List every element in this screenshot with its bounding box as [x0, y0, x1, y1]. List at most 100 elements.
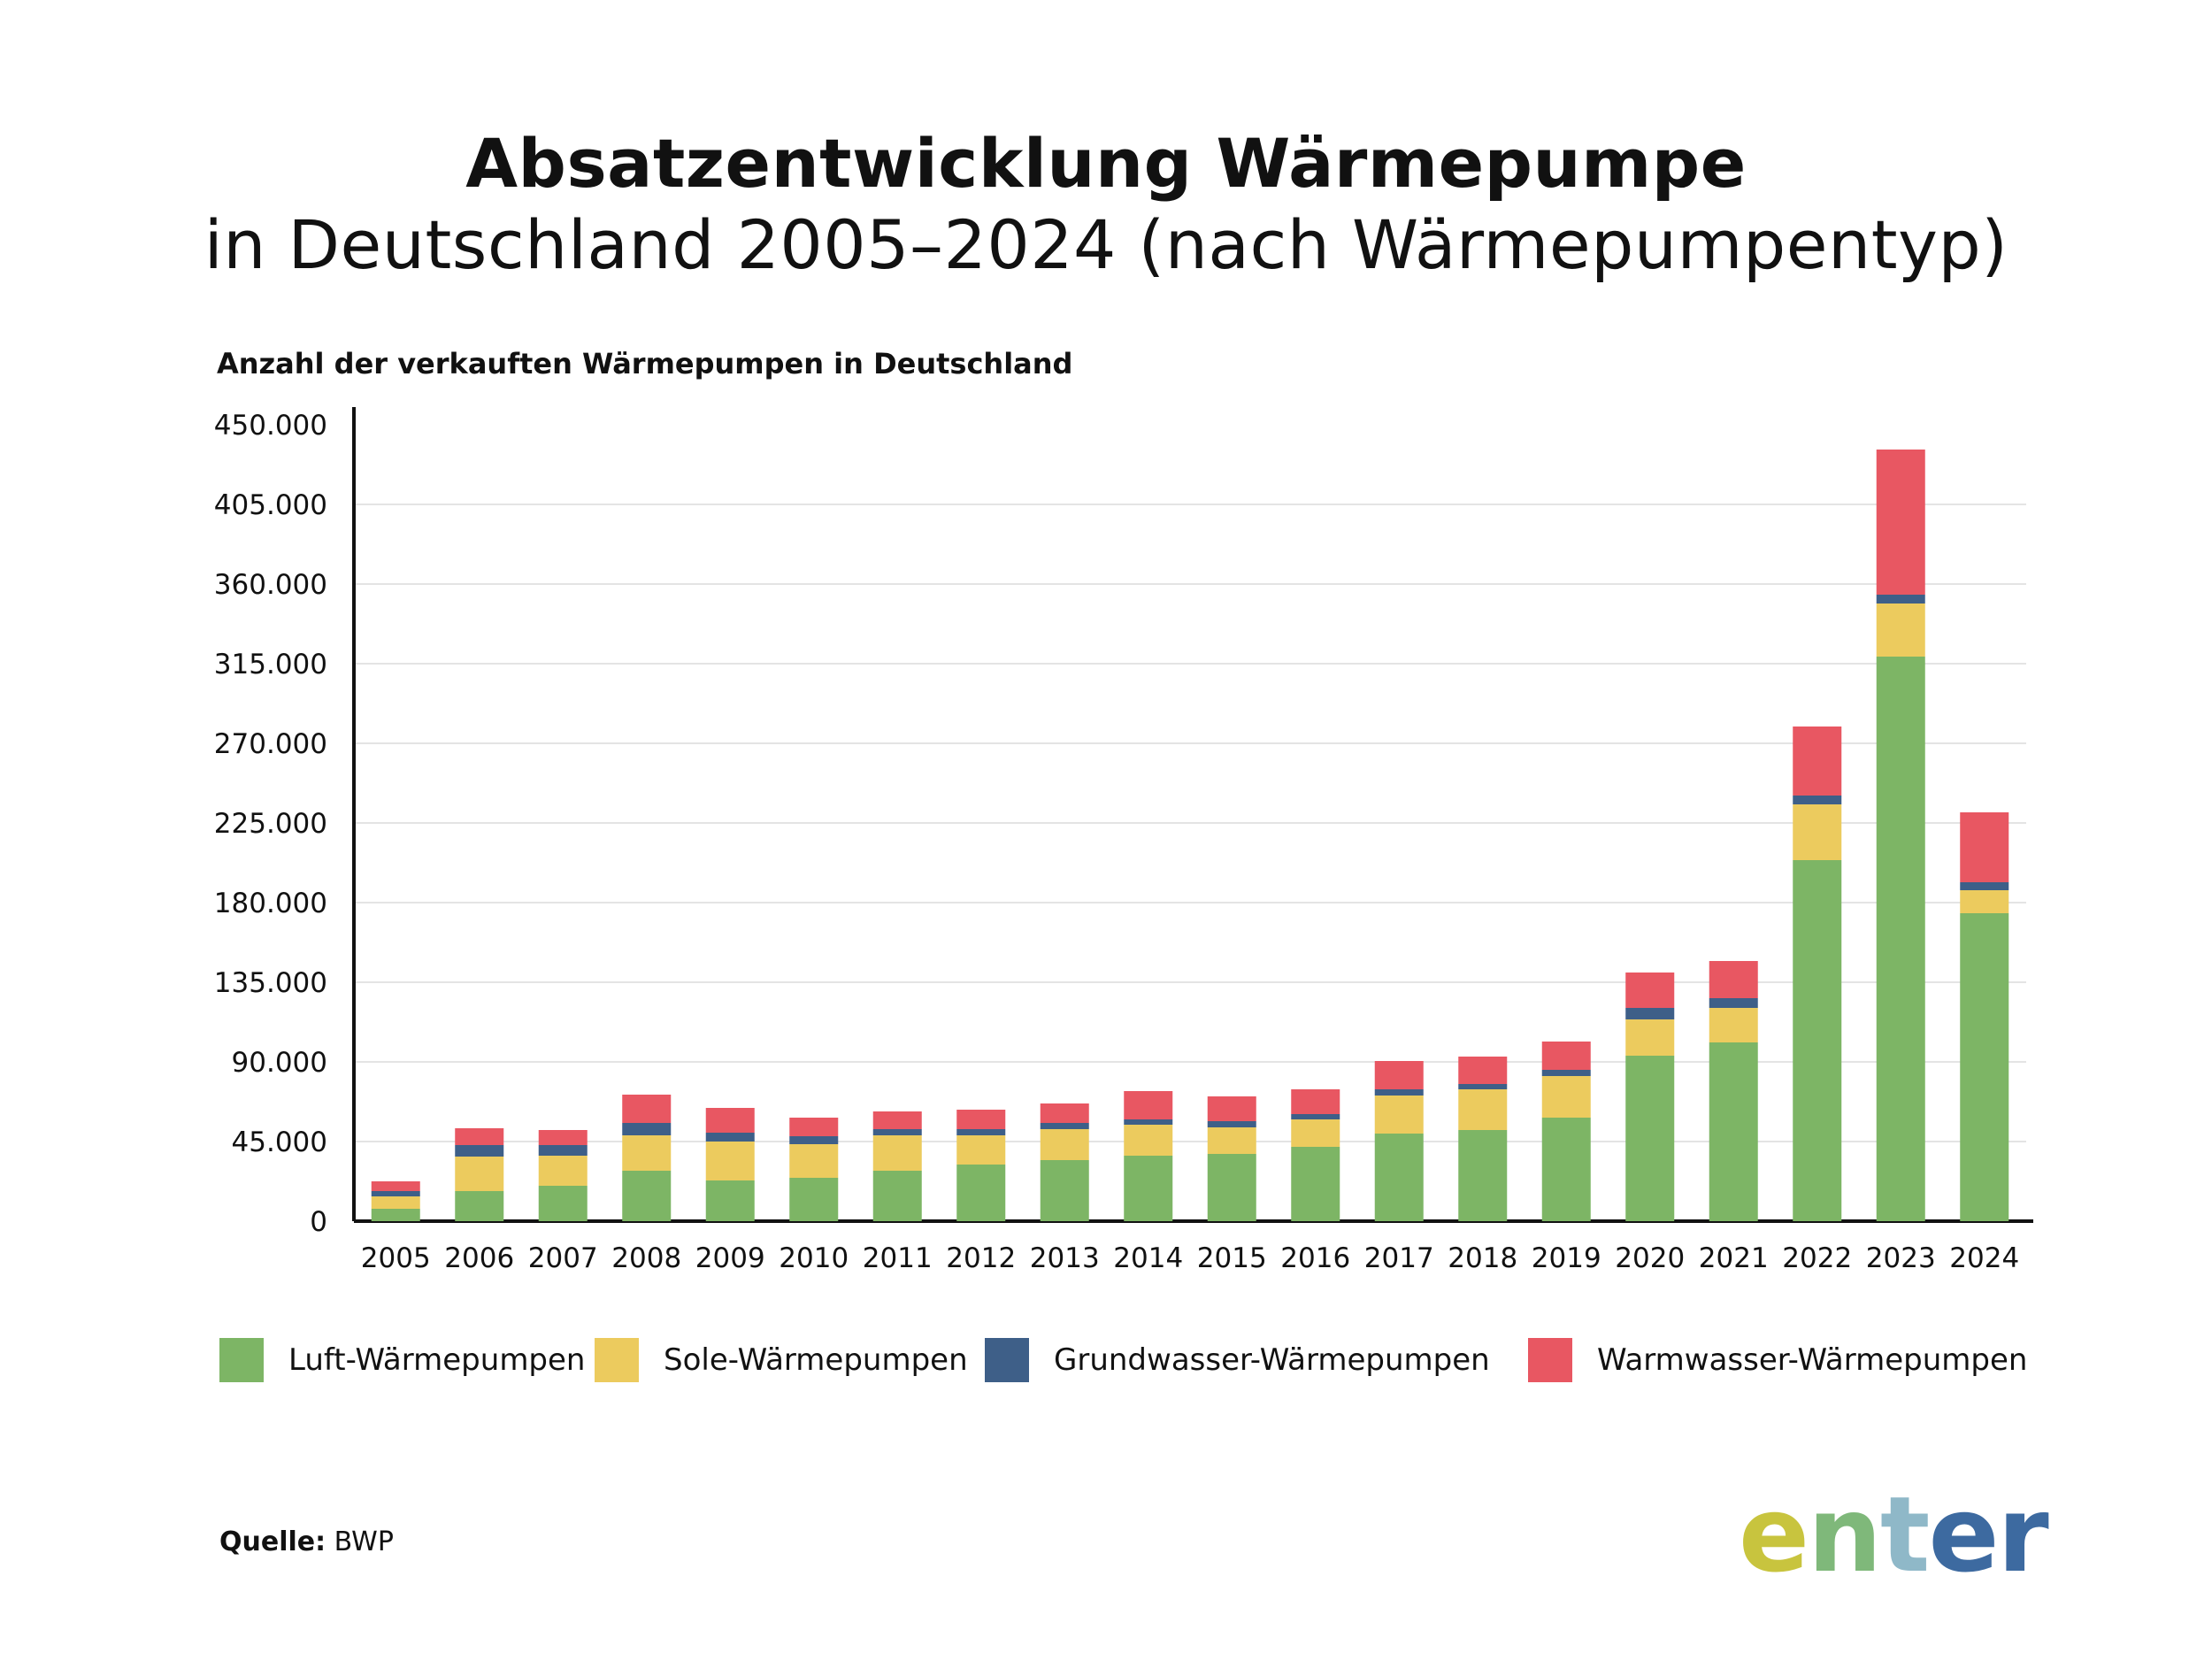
bar-sole-2006	[455, 1157, 504, 1191]
bar-warmwasser-2023	[1876, 450, 1925, 595]
bar-warmwasser-2016	[1291, 1089, 1340, 1114]
y-tick-label: 135.000	[214, 967, 327, 999]
x-tick-label: 2015	[1197, 1242, 1267, 1274]
legend-item-sole: Sole-Wärmepumpen	[595, 1338, 968, 1382]
bar-luft-2018	[1458, 1130, 1508, 1221]
bar-warmwasser-2006	[455, 1128, 504, 1145]
bar-warmwasser-2007	[538, 1130, 588, 1145]
x-tick-label: 2011	[863, 1242, 933, 1274]
x-tick-label: 2017	[1364, 1242, 1434, 1274]
logo-letter: r	[1997, 1473, 2049, 1595]
bar-luft-2020	[1625, 1056, 1675, 1221]
y-tick-label: 270.000	[214, 728, 327, 760]
bar-luft-2007	[538, 1186, 588, 1221]
legend-label: Grundwasser-Wärmepumpen	[1054, 1342, 1490, 1378]
bar-grundwasser-2021	[1709, 998, 1758, 1008]
bar-luft-2015	[1207, 1154, 1256, 1221]
bar-luft-2021	[1709, 1042, 1758, 1221]
bar-luft-2010	[789, 1178, 839, 1221]
legend-label: Luft-Wärmepumpen	[288, 1342, 586, 1378]
y-tick-label: 0	[310, 1206, 327, 1238]
legend-swatch	[219, 1338, 264, 1382]
bar-luft-2005	[371, 1209, 420, 1221]
x-tick-label: 2018	[1448, 1242, 1517, 1274]
bar-warmwasser-2013	[1040, 1103, 1089, 1123]
x-tick-label: 2012	[946, 1242, 1016, 1274]
y-axis-label: Anzahl der verkauften Wärmepumpen in Deu…	[217, 347, 1073, 381]
x-tick-label: 2009	[695, 1242, 765, 1274]
bar-grundwasser-2017	[1374, 1089, 1424, 1096]
bar-grundwasser-2011	[872, 1129, 922, 1135]
bar-grundwasser-2016	[1291, 1114, 1340, 1119]
bar-luft-2012	[956, 1165, 1006, 1221]
y-tick-label: 450.000	[214, 410, 327, 442]
legend-item-warmwasser: Warmwasser-Wärmepumpen	[1528, 1338, 2027, 1382]
bar-grundwasser-2009	[705, 1133, 755, 1142]
bar-grundwasser-2005	[371, 1191, 420, 1196]
bar-warmwasser-2017	[1374, 1061, 1424, 1089]
y-tick-label: 90.000	[232, 1047, 327, 1079]
bar-sole-2005	[371, 1196, 420, 1209]
bar-warmwasser-2015	[1207, 1096, 1256, 1121]
bar-warmwasser-2014	[1124, 1091, 1173, 1119]
chart-title: Absatzentwicklung Wärmepumpe	[465, 124, 1747, 203]
x-tick-label: 2022	[1782, 1242, 1852, 1274]
x-tick-label: 2021	[1699, 1242, 1769, 1274]
bar-sole-2010	[789, 1144, 839, 1178]
bar-warmwasser-2021	[1709, 961, 1758, 998]
bar-luft-2009	[705, 1180, 755, 1221]
x-tick-label: 2013	[1030, 1242, 1100, 1274]
x-tick-label: 2023	[1866, 1242, 1936, 1274]
bar-warmwasser-2020	[1625, 973, 1675, 1008]
bar-luft-2022	[1793, 860, 1842, 1221]
bar-sole-2015	[1207, 1127, 1256, 1154]
chart-subtitle: in Deutschland 2005–2024 (nach Wärmepump…	[204, 205, 2008, 284]
bar-grundwasser-2010	[789, 1136, 839, 1144]
legend-label: Warmwasser-Wärmepumpen	[1597, 1342, 2028, 1378]
x-tick-label: 2016	[1280, 1242, 1350, 1274]
x-tick-label: 2010	[779, 1242, 849, 1274]
bar-grundwasser-2006	[455, 1145, 504, 1157]
bar-warmwasser-2019	[1541, 1042, 1591, 1070]
y-tick-label: 405.000	[214, 489, 327, 521]
bar-warmwasser-2024	[1960, 812, 2009, 882]
y-tick-label: 45.000	[232, 1126, 327, 1158]
bar-sole-2016	[1291, 1119, 1340, 1147]
bar-sole-2008	[622, 1135, 672, 1171]
legend-item-luft: Luft-Wärmepumpen	[219, 1338, 585, 1382]
bar-grundwasser-2008	[622, 1123, 672, 1135]
bar-warmwasser-2022	[1793, 727, 1842, 796]
bar-sole-2024	[1960, 890, 2009, 913]
bar-grundwasser-2020	[1625, 1008, 1675, 1019]
source-note: Quelle: BWP	[219, 1526, 394, 1557]
y-tick-label: 315.000	[214, 649, 327, 680]
legend-item-grundwasser: Grundwasser-Wärmepumpen	[985, 1338, 1490, 1382]
logo-letter: t	[1880, 1473, 1930, 1595]
x-tick-label: 2006	[444, 1242, 514, 1274]
bar-grundwasser-2015	[1207, 1121, 1256, 1127]
legend-swatch	[595, 1338, 639, 1382]
bar-luft-2019	[1541, 1118, 1591, 1221]
logo-letter: e	[1928, 1473, 1999, 1595]
x-tick-label: 2020	[1615, 1242, 1685, 1274]
bar-luft-2023	[1876, 657, 1925, 1221]
source-value: BWP	[334, 1526, 394, 1557]
bar-luft-2006	[455, 1191, 504, 1221]
legend-swatch	[985, 1338, 1029, 1382]
bar-grundwasser-2022	[1793, 796, 1842, 804]
bar-luft-2008	[622, 1171, 672, 1221]
bar-luft-2011	[872, 1171, 922, 1221]
bar-grundwasser-2007	[538, 1145, 588, 1156]
x-tick-label: 2014	[1113, 1242, 1183, 1274]
bar-grundwasser-2012	[956, 1129, 1006, 1135]
bar-grundwasser-2024	[1960, 882, 2009, 890]
logo-letter: n	[1808, 1473, 1882, 1595]
bar-sole-2013	[1040, 1129, 1089, 1160]
bar-sole-2012	[956, 1135, 1006, 1165]
bar-sole-2009	[705, 1142, 755, 1180]
bar-grundwasser-2019	[1541, 1070, 1591, 1076]
legend-swatch	[1528, 1338, 1572, 1382]
y-tick-label: 225.000	[214, 808, 327, 840]
logo-letter: e	[1739, 1473, 1809, 1595]
